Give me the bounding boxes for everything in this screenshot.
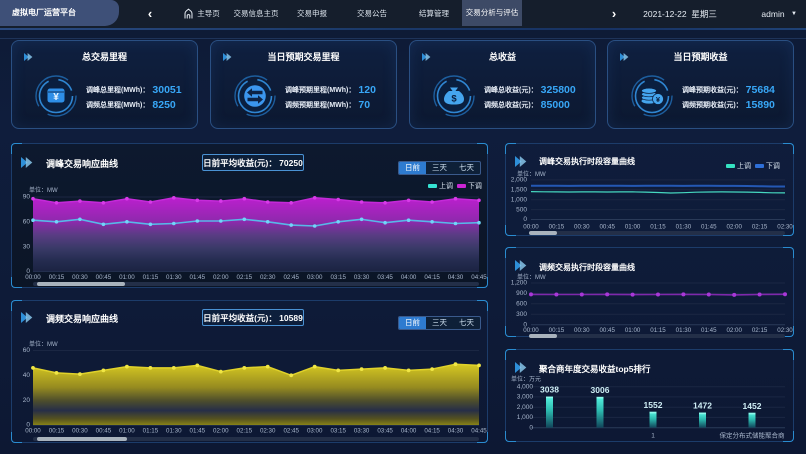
- svg-text:$: $: [451, 94, 457, 105]
- svg-text:¥: ¥: [53, 92, 59, 103]
- svg-text:¥: ¥: [656, 95, 661, 104]
